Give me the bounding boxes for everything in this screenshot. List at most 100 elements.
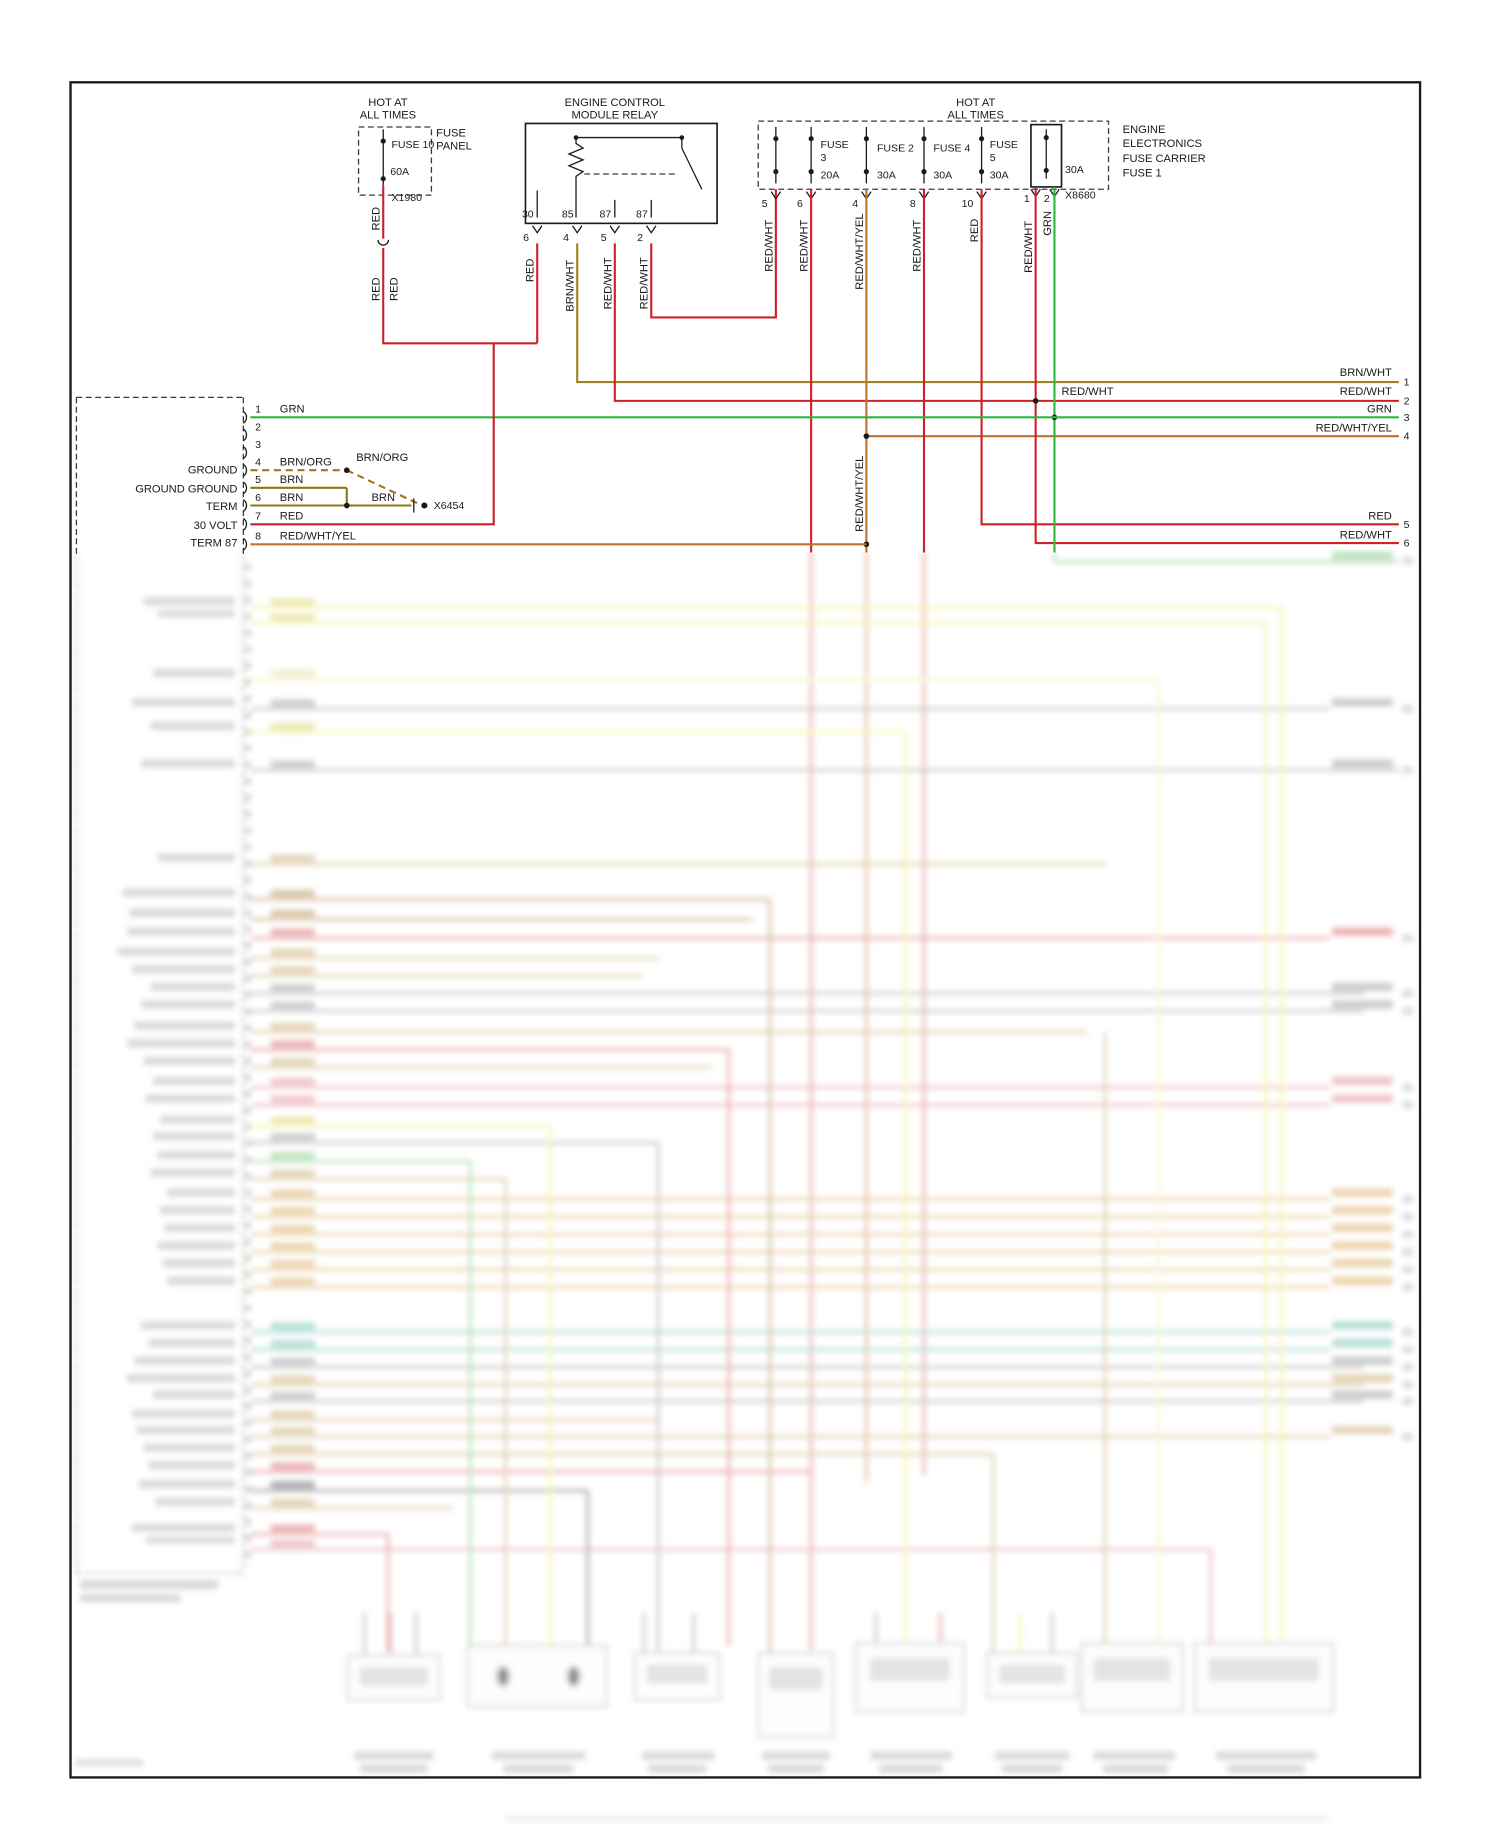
- blurred-wire-row: [143, 1443, 994, 1456]
- blurred-wire-row: [155, 1497, 453, 1510]
- pin-arrow-icon: [609, 225, 621, 234]
- blurred-wire-row: [122, 888, 770, 901]
- wire-red-wht: [613, 243, 1399, 402]
- relay-terminal: 87: [600, 208, 612, 220]
- ecm-term-label: TERM: [206, 501, 238, 513]
- blurred-wire-row: [164, 1223, 1414, 1238]
- splice-dot: [343, 502, 350, 509]
- relay-box: [524, 122, 718, 225]
- blurred-wire-row: [134, 1021, 1088, 1034]
- ecm-term-label: 30 VOLT: [194, 520, 238, 532]
- blurred-wire-row: [157, 1241, 1414, 1256]
- junction-dot: [863, 433, 870, 439]
- wire-label-red-wht: RED/WHT: [911, 219, 923, 271]
- blurred-wire-row: [148, 1338, 1414, 1354]
- wire-label-red-wht: RED/WHT: [799, 219, 811, 271]
- blurred-wire-row: [152, 1076, 1414, 1091]
- blurred-wire-row: [131, 1409, 659, 1422]
- hot-at-all-times-label: ALL TIMES: [947, 110, 1003, 122]
- wire-label-red-wht: RED/WHT: [639, 257, 651, 309]
- blurred-wire-row: [157, 853, 1106, 866]
- fuse-pin: 4: [852, 198, 858, 210]
- blurred-wire-row: [152, 1390, 1414, 1405]
- relay-switch-blade: [681, 147, 703, 190]
- blurred-wire-row: [150, 721, 906, 734]
- ground-dot: [421, 502, 428, 509]
- blurred-wire-row: [150, 982, 1414, 997]
- blurred-wire-row: [141, 1000, 1414, 1015]
- wire-label-red: RED: [388, 277, 400, 301]
- blurred-wire-row: [134, 1356, 1414, 1371]
- edge-wire-label: GRN: [1367, 404, 1392, 416]
- blurred-wire-row: [157, 1150, 471, 1163]
- splice-dot: [343, 467, 350, 474]
- fuse-label: 5: [990, 152, 996, 164]
- wire-label-red-wht-yel: RED/WHT/YEL: [854, 213, 866, 289]
- fuse-pin: 1: [1024, 193, 1030, 205]
- fuse-amps: 30A: [1065, 164, 1085, 176]
- blurred-wire-row: [145, 1094, 1414, 1109]
- engine-electronics-fuse-carrier: HOT AT ALL TIMES FUSE 3 20A FUSE 2 30A F…: [757, 97, 1399, 553]
- fuse-pin: 5: [762, 198, 768, 210]
- blurred-wire-row: [136, 1425, 1414, 1441]
- blurred-wire-row: [126, 1374, 1414, 1389]
- blurred-wire-row: [129, 908, 753, 921]
- blurred-connector: [633, 1612, 721, 1773]
- fuse-panel-name: PANEL: [436, 140, 472, 152]
- fuse-label: FUSE 10: [391, 139, 434, 151]
- wire-label-red-wht: RED/WHT: [763, 219, 775, 271]
- mid-wire-label: RED/WHT: [1062, 386, 1114, 398]
- main-diagram: HOT AT ALL TIMES FUSE PANEL FUSE 10 60A …: [75, 97, 1410, 555]
- fuse-amps: 30A: [877, 170, 897, 182]
- blurred-wire-row: [162, 1259, 1414, 1274]
- edge-pin-number: 2: [1404, 395, 1410, 407]
- edge-pin-number: 6: [1404, 538, 1410, 550]
- edge-pin-number: 5: [1404, 519, 1410, 531]
- edge-wire-label: RED/WHT: [1340, 529, 1392, 541]
- fuse-label: FUSE: [821, 139, 849, 151]
- relay-terminal: 85: [562, 208, 574, 220]
- ecm-pin-number: 7: [255, 511, 261, 523]
- fuse-carrier-name: FUSE 1: [1123, 167, 1162, 179]
- blurred-vertical-drops: [386, 607, 1283, 1653]
- ecm-term-label: GROUND: [188, 465, 238, 477]
- fuse-carrier-name: ELECTRONICS: [1123, 138, 1202, 150]
- ecm-connector: 1 2 3 4 5 6 7 8 GROUND GROUND GROUND TER…: [75, 343, 1399, 555]
- blurred-connector: [986, 1612, 1078, 1773]
- blurred-page-edge: [505, 1815, 1329, 1823]
- relay-pin: 6: [523, 232, 529, 244]
- edge-pin-number: 1: [1404, 377, 1410, 389]
- ecm-pin-number: 8: [255, 531, 261, 543]
- fuse-amps: 30A: [933, 170, 953, 182]
- wire-brn-org: [346, 469, 421, 506]
- blurred-connector: [757, 1652, 835, 1773]
- hot-at-all-times-label: HOT AT: [368, 97, 407, 109]
- edge-wire-label: BRN/WHT: [1340, 367, 1392, 379]
- blurred-connector: [854, 1612, 965, 1773]
- relay-terminal: 30: [522, 208, 534, 220]
- blurred-connector: [1193, 1642, 1334, 1773]
- blurred-wire-row: [117, 947, 659, 960]
- wire-label-red-wht: RED/WHT: [1023, 221, 1035, 273]
- blurred-wire-row: [166, 1188, 1414, 1203]
- blurred-wire-row: [150, 1168, 506, 1181]
- fuse-label: 3: [821, 152, 827, 164]
- wire-red-wht: [650, 189, 777, 319]
- ecm-term-label: GROUND GROUND: [135, 484, 237, 496]
- blurred-diagram-region: [75, 551, 1414, 1823]
- pin-arrow-icon: [646, 225, 657, 234]
- wire-label-red-wht: RED/WHT: [602, 257, 614, 309]
- relay-title: ENGINE CONTROL: [565, 97, 665, 109]
- blurred-connector: [347, 1612, 441, 1773]
- blurred-bottom-connectors: [347, 1612, 1334, 1773]
- blurred-wire-row: [126, 927, 1414, 942]
- ecm-pin-number: 3: [255, 439, 261, 451]
- blurred-ecm-box: [75, 554, 251, 1603]
- wire-red: [250, 343, 495, 526]
- ground-connector-id: X6454: [434, 500, 465, 512]
- ecm-pin-number: 6: [255, 492, 261, 504]
- fuse-amps: 30A: [990, 170, 1010, 182]
- wire-label-brn: BRN: [280, 492, 304, 504]
